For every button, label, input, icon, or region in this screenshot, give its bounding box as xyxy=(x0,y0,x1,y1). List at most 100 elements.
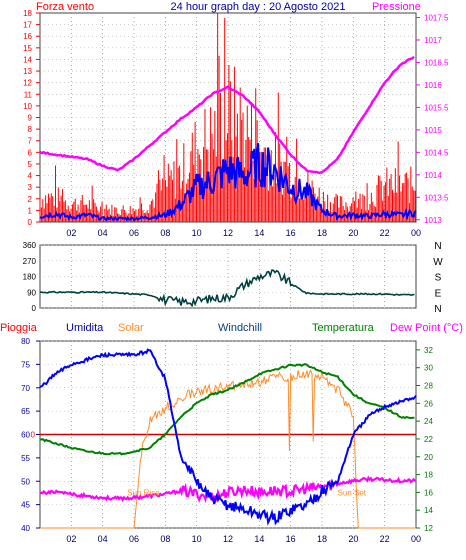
top-x-tick-label: 20 xyxy=(348,228,358,238)
sunrise-annotation: Sun Rise xyxy=(127,488,160,497)
pressure-y-tick-label: 1016.5 xyxy=(424,58,449,67)
pressure-label: Pressione xyxy=(372,1,421,13)
pressure-y-tick-label: 1015 xyxy=(424,126,442,135)
wind-y-tick-label: 8 xyxy=(28,125,33,134)
bottom-x-tick-label: 14 xyxy=(254,534,264,544)
temperature-y-tick-label: 28 xyxy=(424,382,433,391)
compass-label: N xyxy=(434,304,441,315)
direction-y-tick-label: 180 xyxy=(23,273,37,282)
top-x-tick-label: 18 xyxy=(317,228,327,238)
chart-title: 24 hour graph day : 20 Agosto 2021 xyxy=(171,1,346,13)
humidity-y-tick-label: 55 xyxy=(21,454,30,463)
humidity-y-tick-label: 45 xyxy=(21,501,30,510)
humidity-line xyxy=(39,348,417,526)
wind-y-tick-label: 2 xyxy=(28,195,33,204)
humidity-y-tick-label: 50 xyxy=(21,477,30,486)
temperature-y-tick-label: 12 xyxy=(424,524,433,533)
bottom-x-tick-label: 00 xyxy=(411,534,421,544)
pressure-y-tick-label: 1017.5 xyxy=(424,13,449,22)
wind-force-label: Forza vento xyxy=(36,1,94,13)
temperature-y-tick-label: 18 xyxy=(424,471,433,480)
dewpoint-label: Dew Point (°C) xyxy=(390,322,463,334)
bottom-x-tick-label: 12 xyxy=(223,534,233,544)
wind-y-tick-label: 9 xyxy=(28,114,33,123)
top-x-tick-label: 12 xyxy=(223,228,233,238)
top-x-tick-label: 04 xyxy=(98,228,108,238)
wind-y-tick-label: 14 xyxy=(23,55,32,64)
pressure-y-tick-label: 1014 xyxy=(424,171,442,180)
dew-point-line xyxy=(39,475,417,504)
compass-label: S xyxy=(435,273,442,284)
compass-label: W xyxy=(433,257,443,268)
temperature-line xyxy=(39,363,415,456)
wind-y-tick-label: 16 xyxy=(23,32,32,41)
temperature-y-tick-label: 32 xyxy=(424,346,433,355)
top-x-tick-label: 06 xyxy=(129,228,139,238)
humidity-y-tick-label: 40 xyxy=(21,524,30,533)
wind-pressure-panel: 012345678910111213141516171810131013.510… xyxy=(23,9,449,238)
rain-label: Pioggia xyxy=(0,322,38,334)
temperature-y-tick-label: 30 xyxy=(424,364,433,373)
direction-y-tick-label: 90 xyxy=(27,288,36,297)
bottom-x-tick-label: 08 xyxy=(160,534,170,544)
top-x-tick-label: 14 xyxy=(254,228,264,238)
pressure-line xyxy=(39,55,415,174)
wind-y-tick-label: 6 xyxy=(28,148,33,157)
pressure-y-tick-label: 1017 xyxy=(424,36,442,45)
bottom-x-tick-label: 18 xyxy=(317,534,327,544)
top-x-tick-label: 16 xyxy=(286,228,296,238)
wind-y-tick-label: 5 xyxy=(28,160,33,169)
wind-y-tick-label: 10 xyxy=(23,102,32,111)
humidity-y-tick-label: 75 xyxy=(21,360,30,369)
pressure-y-tick-label: 1016 xyxy=(424,81,442,90)
humidity-y-tick-label: 65 xyxy=(21,407,30,416)
top-x-tick-label: 10 xyxy=(192,228,202,238)
top-x-tick-label: 22 xyxy=(380,228,390,238)
pressure-y-tick-label: 1015.5 xyxy=(424,103,449,112)
bottom-x-tick-label: 04 xyxy=(98,534,108,544)
sunset-annotation: Sun Set xyxy=(338,488,367,497)
bottom-x-tick-label: 16 xyxy=(286,534,296,544)
wind-y-tick-label: 13 xyxy=(23,67,32,76)
wind-y-tick-label: 17 xyxy=(23,21,32,30)
temperature-y-tick-label: 20 xyxy=(424,453,433,462)
humidity-y-tick-label: 70 xyxy=(21,384,30,393)
wind-y-tick-label: 18 xyxy=(23,9,32,18)
wind-y-tick-label: 11 xyxy=(24,90,33,99)
wind-y-tick-label: 3 xyxy=(28,183,33,192)
temperature-y-tick-label: 22 xyxy=(424,435,433,444)
pressure-y-tick-label: 1014.5 xyxy=(424,148,449,157)
bottom-x-tick-label: 22 xyxy=(380,534,390,544)
direction-y-tick-label: 270 xyxy=(23,257,37,266)
wind-y-tick-label: 12 xyxy=(23,79,32,88)
wind-y-tick-label: 4 xyxy=(28,172,33,181)
pressure-y-tick-label: 1013.5 xyxy=(424,193,449,202)
wind-y-tick-label: 7 xyxy=(28,137,33,146)
pressure-y-tick-label: 1013 xyxy=(424,216,442,225)
humidity-label: Umidita xyxy=(66,322,104,334)
humidity-y-tick-label: 80 xyxy=(21,337,30,346)
wind-direction-line xyxy=(39,269,415,308)
wind-direction-panel: 360 N 270 W 180 S 90 E 0 N xyxy=(23,241,444,315)
temperature-label: Temperatura xyxy=(312,322,375,334)
humidity-y-tick-label: 60 xyxy=(21,431,30,440)
top-x-tick-label: 08 xyxy=(160,228,170,238)
temperature-y-tick-label: 14 xyxy=(424,506,433,515)
direction-y-tick-label: 0 xyxy=(32,304,37,313)
top-x-tick-label: 02 xyxy=(66,228,76,238)
bottom-x-tick-label: 20 xyxy=(348,534,358,544)
temperature-y-tick-label: 16 xyxy=(424,488,433,497)
compass-label: N xyxy=(434,241,441,252)
bottom-x-tick-label: 06 xyxy=(129,534,139,544)
wind-y-tick-label: 0 xyxy=(28,218,33,227)
temperature-y-tick-label: 24 xyxy=(424,417,433,426)
solar-label: Solar xyxy=(118,322,144,334)
direction-y-tick-label: 360 xyxy=(23,241,37,250)
windchill-label: Windchill xyxy=(218,322,262,334)
humidity-temperature-panel: 40 45 50 55 60 65 70 75 80 12 14 16 18 20 22 24 26 28 30 32… xyxy=(21,337,433,544)
top-x-tick-label: 00 xyxy=(411,228,421,238)
compass-label: E xyxy=(435,288,442,299)
wind-y-tick-label: 1 xyxy=(28,206,33,215)
